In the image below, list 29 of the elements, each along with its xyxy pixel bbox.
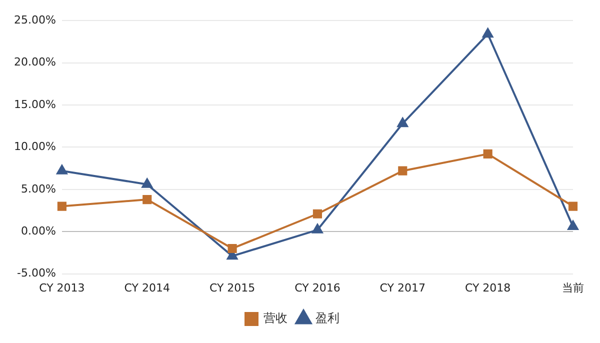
point: [312, 224, 323, 234]
y-tick-label: -5.00%: [17, 266, 56, 280]
point: [568, 220, 578, 230]
point: [57, 202, 66, 211]
point: [56, 164, 68, 174]
point: [568, 202, 578, 211]
point: [142, 194, 152, 204]
point: [142, 178, 152, 188]
x-tick-label: CY 2014: [124, 281, 170, 294]
point: [483, 149, 492, 158]
x-tick-label: CY 2017: [380, 281, 426, 294]
x-tick-label: CY 2015: [209, 281, 256, 294]
y-tick-label: 20.00%: [14, 56, 56, 69]
x-tick-label: CY 2018: [464, 281, 511, 294]
point: [397, 118, 408, 128]
legend-label: 营收: [264, 311, 288, 326]
legend-label: 盈利: [316, 311, 340, 326]
x-tick-label: CY 2013: [39, 281, 85, 294]
y-tick-label: 15.00%: [14, 98, 56, 111]
point: [398, 166, 408, 176]
point: [482, 28, 494, 38]
y-tick-label: 0.00%: [20, 224, 56, 238]
y-tick-label: 5.00%: [20, 182, 56, 196]
y-tick-label: 25.00%: [14, 13, 56, 26]
point: [228, 244, 237, 254]
y-tick-label: 10.00%: [14, 140, 56, 154]
x-tick-label: CY 2016: [294, 281, 340, 294]
point: [312, 209, 322, 218]
x-tick-label: 当前: [562, 281, 584, 294]
